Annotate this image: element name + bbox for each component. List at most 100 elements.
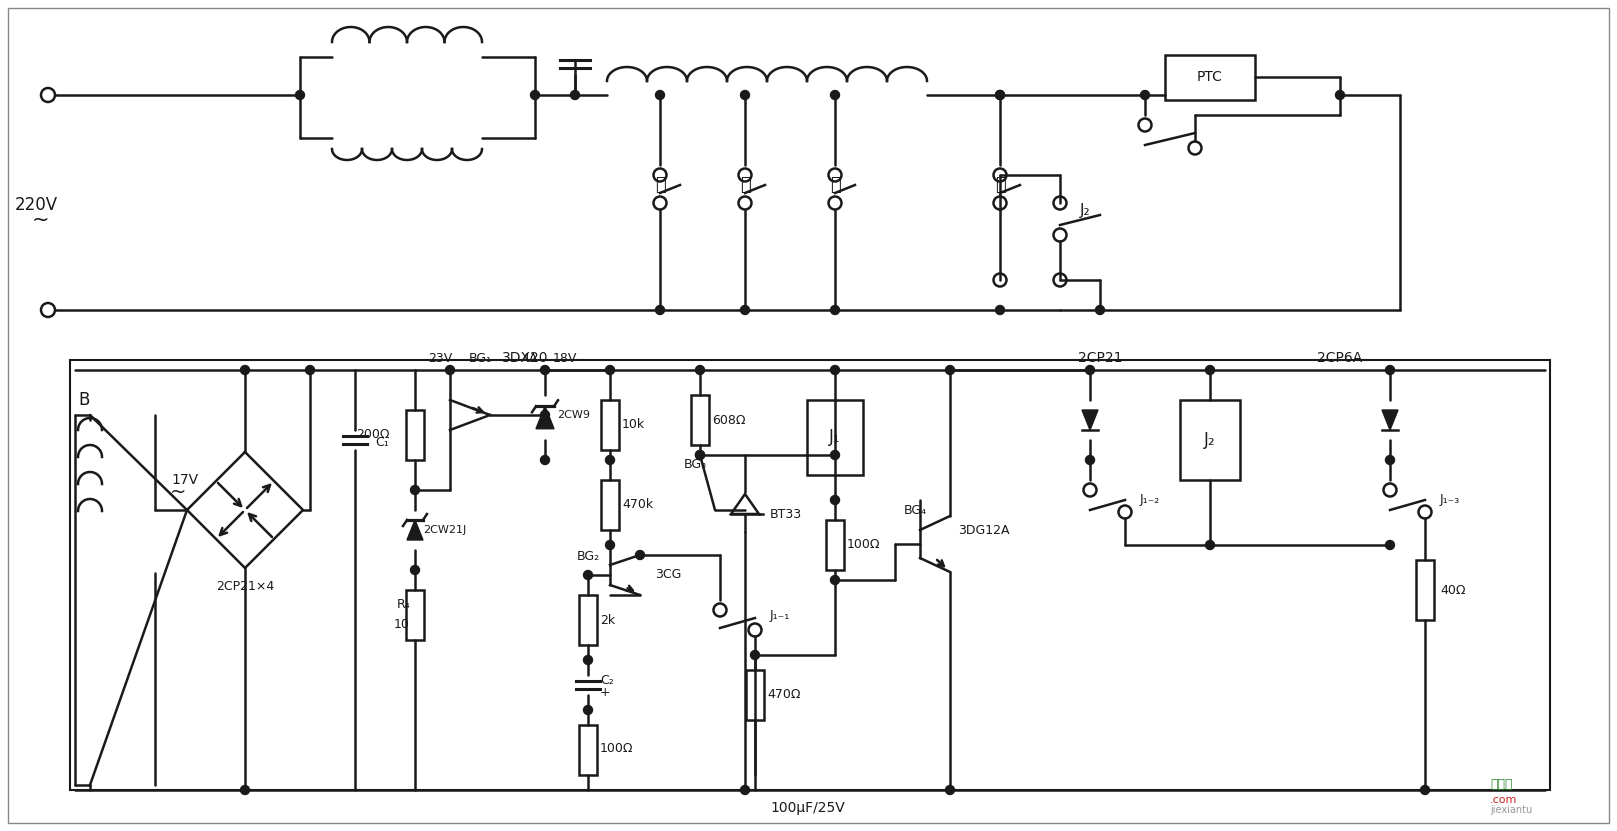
Text: 2CP6A: 2CP6A (1318, 351, 1363, 365)
Text: ~: ~ (170, 483, 186, 501)
Circle shape (1085, 366, 1095, 375)
Text: 608Ω: 608Ω (711, 414, 745, 426)
Bar (602, 480, 619, 530)
Bar (579, 725, 597, 775)
Bar (807, 400, 863, 475)
Bar (406, 410, 424, 460)
Circle shape (540, 366, 550, 375)
Circle shape (635, 550, 645, 559)
Circle shape (741, 785, 750, 794)
Circle shape (1140, 91, 1150, 100)
Bar (70, 360, 1551, 790)
Text: 470k: 470k (623, 499, 653, 512)
Circle shape (655, 306, 665, 314)
Text: 100Ω: 100Ω (847, 538, 881, 552)
Bar (1180, 400, 1240, 480)
Circle shape (946, 366, 954, 375)
Text: J₂: J₂ (1080, 203, 1090, 218)
Circle shape (1206, 366, 1214, 375)
Circle shape (1420, 785, 1429, 794)
Circle shape (695, 450, 705, 460)
Text: J₁₋₁: J₁₋₁ (770, 608, 791, 622)
Text: 接线图: 接线图 (1489, 779, 1512, 791)
Circle shape (540, 455, 550, 465)
Text: J₁₋₃: J₁₋₃ (1441, 494, 1460, 507)
Circle shape (831, 91, 839, 100)
Circle shape (411, 485, 419, 494)
Circle shape (446, 366, 454, 375)
Text: 23V: 23V (429, 352, 453, 365)
Bar (406, 590, 424, 640)
Bar (1164, 55, 1255, 100)
Text: BG₂: BG₂ (576, 550, 600, 563)
Text: +: + (600, 686, 611, 700)
Text: ~: ~ (32, 210, 50, 230)
Text: 4A: 4A (522, 352, 538, 365)
Circle shape (831, 450, 839, 460)
Text: BG₁: BG₁ (469, 352, 492, 365)
Text: 慢: 慢 (830, 176, 841, 194)
Circle shape (584, 571, 592, 579)
Bar (602, 400, 619, 450)
Circle shape (831, 495, 839, 504)
Bar (1416, 560, 1434, 620)
Circle shape (1085, 455, 1095, 465)
Text: R₄: R₄ (396, 598, 411, 612)
Text: 2CW9: 2CW9 (556, 410, 590, 420)
Circle shape (411, 566, 419, 574)
Bar (690, 395, 708, 445)
Circle shape (831, 366, 839, 375)
Circle shape (584, 706, 592, 715)
Circle shape (584, 656, 592, 665)
Text: 18V: 18V (553, 352, 577, 365)
Circle shape (296, 91, 304, 100)
Circle shape (996, 91, 1004, 100)
Text: B: B (78, 391, 89, 409)
Text: J₁: J₁ (830, 428, 841, 446)
Circle shape (946, 785, 954, 794)
Polygon shape (1383, 410, 1399, 430)
Text: 微: 微 (994, 176, 1006, 194)
Text: 40Ω: 40Ω (1441, 583, 1465, 597)
Circle shape (741, 91, 750, 100)
Bar (745, 670, 763, 720)
Circle shape (831, 306, 839, 314)
Text: J₂: J₂ (1205, 431, 1216, 449)
Text: 3CG: 3CG (655, 568, 681, 582)
Circle shape (695, 450, 705, 460)
Text: 17V: 17V (171, 473, 199, 487)
Text: 中: 中 (739, 176, 750, 194)
Text: C₁: C₁ (375, 435, 388, 449)
Bar (826, 520, 844, 570)
Circle shape (655, 91, 665, 100)
Circle shape (605, 455, 614, 465)
Text: 10: 10 (395, 618, 411, 632)
Text: 100Ω: 100Ω (600, 741, 634, 755)
Circle shape (996, 91, 1004, 100)
Circle shape (605, 366, 614, 375)
Text: 200Ω: 200Ω (356, 429, 390, 441)
Text: 100μF/25V: 100μF/25V (771, 801, 846, 815)
Circle shape (306, 366, 314, 375)
Circle shape (605, 540, 614, 549)
Circle shape (750, 651, 760, 660)
Circle shape (241, 366, 249, 375)
Circle shape (695, 366, 705, 375)
Text: BT33: BT33 (770, 509, 802, 522)
Circle shape (1386, 366, 1394, 375)
Text: jiexiantu: jiexiantu (1489, 805, 1533, 815)
Text: 3DG12A: 3DG12A (957, 524, 1009, 537)
Text: J₁₋₂: J₁₋₂ (1140, 494, 1161, 507)
Circle shape (1336, 91, 1344, 100)
Circle shape (241, 785, 249, 794)
Text: C₂: C₂ (600, 673, 614, 686)
Polygon shape (535, 406, 555, 429)
Circle shape (741, 306, 750, 314)
Text: BG₄: BG₄ (904, 504, 927, 517)
Text: 2CP21×4: 2CP21×4 (217, 579, 275, 593)
Polygon shape (1082, 410, 1098, 430)
Text: 470Ω: 470Ω (766, 689, 800, 701)
Text: .com: .com (1489, 795, 1517, 805)
Circle shape (571, 91, 579, 100)
Circle shape (530, 91, 540, 100)
